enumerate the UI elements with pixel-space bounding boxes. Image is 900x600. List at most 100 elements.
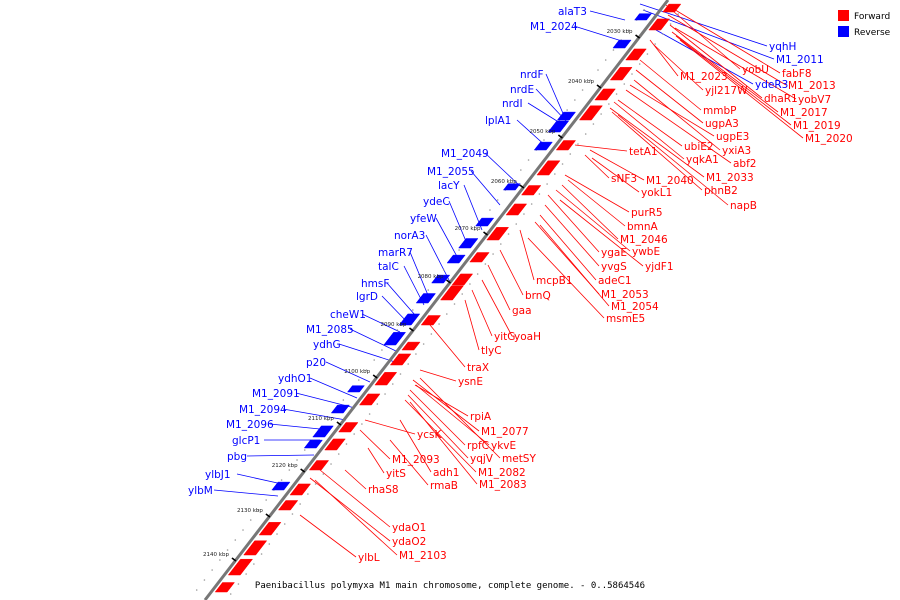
reverse-gene-feature[interactable] (446, 254, 466, 264)
forward-gene-feature[interactable] (227, 558, 254, 576)
reverse-gene-label[interactable]: M1_2049 (441, 148, 489, 160)
forward-gene-label[interactable]: napB (730, 200, 757, 212)
forward-gene-label[interactable]: yitS (386, 468, 406, 480)
reverse-gene-label[interactable]: marR7 (378, 247, 413, 259)
reverse-gene-label[interactable]: ylbJ1 (205, 469, 231, 481)
forward-gene-label[interactable]: yvgS (601, 261, 627, 273)
reverse-gene-label[interactable]: cheW1 (330, 309, 366, 321)
forward-gene-feature[interactable] (358, 393, 381, 406)
forward-gene-label[interactable]: yokL1 (641, 187, 672, 199)
forward-gene-feature[interactable] (505, 203, 528, 216)
forward-gene-feature[interactable] (521, 185, 542, 196)
forward-gene-feature[interactable] (451, 273, 474, 286)
reverse-gene-feature[interactable] (347, 385, 365, 393)
forward-gene-label[interactable]: yoaH (514, 331, 541, 343)
reverse-gene-feature[interactable] (431, 274, 451, 284)
forward-gene-label[interactable]: yjdF1 (645, 261, 674, 273)
forward-gene-label[interactable]: tlyC (481, 345, 502, 357)
forward-gene-label[interactable]: dhaR1 (764, 93, 798, 105)
forward-gene-feature[interactable] (401, 341, 421, 351)
reverse-gene-label[interactable]: M1_2091 (252, 388, 300, 400)
forward-gene-label[interactable]: yobU (742, 64, 769, 76)
forward-gene-feature[interactable] (214, 582, 236, 593)
forward-gene-label[interactable]: brnQ (525, 290, 551, 302)
forward-gene-label[interactable]: M1_2046 (620, 234, 668, 246)
forward-gene-feature[interactable] (578, 105, 603, 121)
forward-gene-feature[interactable] (625, 48, 647, 61)
forward-gene-label[interactable]: M1_2093 (392, 454, 440, 466)
reverse-gene-feature[interactable] (502, 183, 521, 191)
forward-gene-label[interactable]: ydaO2 (392, 536, 426, 548)
forward-gene-label[interactable]: ysnE (458, 376, 483, 388)
reverse-gene-feature[interactable] (271, 481, 291, 491)
forward-gene-label[interactable]: M1_2040 (646, 175, 694, 187)
forward-gene-feature[interactable] (338, 422, 359, 433)
forward-gene-label[interactable]: mmbP (703, 105, 736, 117)
reverse-gene-label[interactable]: M1_2085 (306, 324, 354, 336)
reverse-gene-label[interactable]: M1_2094 (239, 404, 287, 416)
forward-gene-label[interactable]: yxiA3 (722, 145, 751, 157)
forward-gene-label[interactable]: M1_2103 (399, 550, 447, 562)
forward-gene-label[interactable]: metSY (502, 453, 536, 465)
forward-gene-label[interactable]: M1_2033 (706, 172, 754, 184)
reverse-gene-label[interactable]: lgrD (356, 291, 378, 303)
reverse-gene-label[interactable]: ydeC (423, 196, 450, 208)
forward-gene-feature[interactable] (308, 460, 330, 471)
forward-gene-label[interactable]: M1_2013 (788, 80, 836, 92)
forward-gene-feature[interactable] (389, 353, 412, 366)
forward-gene-label[interactable]: ugpE3 (716, 131, 749, 143)
reverse-gene-feature[interactable] (398, 313, 421, 326)
reverse-gene-label[interactable]: ydhO1 (278, 373, 312, 385)
forward-gene-label[interactable]: yjl217W (705, 85, 748, 97)
forward-gene-feature[interactable] (536, 160, 561, 176)
reverse-gene-label[interactable]: glcP1 (232, 435, 260, 447)
forward-gene-label[interactable]: phnB2 (704, 185, 738, 197)
reverse-gene-label[interactable]: M1_2011 (776, 54, 824, 66)
forward-gene-label[interactable]: rpfC (467, 440, 489, 452)
forward-gene-label[interactable]: ylbL (358, 552, 380, 564)
forward-gene-label[interactable]: M1_2019 (793, 120, 841, 132)
reverse-gene-label[interactable]: M1_2055 (427, 166, 475, 178)
forward-gene-feature[interactable] (662, 3, 682, 13)
forward-gene-feature[interactable] (289, 483, 312, 496)
forward-gene-label[interactable]: rmaB (430, 480, 458, 492)
reverse-gene-feature[interactable] (547, 120, 570, 133)
reverse-gene-label[interactable]: yqhH (769, 41, 796, 53)
forward-gene-label[interactable]: ywbE (632, 246, 660, 258)
forward-gene-feature[interactable] (277, 500, 299, 511)
reverse-gene-label[interactable]: talC (378, 261, 399, 273)
reverse-gene-label[interactable]: ylbM (188, 485, 213, 497)
reverse-gene-label[interactable]: ydhG (313, 339, 341, 351)
forward-gene-feature[interactable] (555, 140, 577, 151)
forward-gene-label[interactable]: mcpB1 (536, 275, 573, 287)
reverse-gene-feature[interactable] (303, 439, 323, 449)
reverse-gene-feature[interactable] (612, 39, 632, 49)
reverse-gene-label[interactable]: nrdI (502, 98, 523, 110)
reverse-gene-label[interactable]: lacY (438, 180, 460, 192)
reverse-gene-label[interactable]: nrdE (510, 84, 534, 96)
forward-gene-label[interactable]: gaa (512, 305, 532, 317)
forward-gene-label[interactable]: rpiA (470, 411, 492, 423)
reverse-gene-label[interactable]: p20 (306, 357, 326, 369)
forward-gene-feature[interactable] (486, 227, 510, 241)
forward-gene-label[interactable]: adh1 (433, 467, 459, 479)
reverse-gene-feature[interactable] (556, 111, 577, 121)
forward-gene-label[interactable]: purR5 (631, 207, 663, 219)
forward-gene-label[interactable]: ugpA3 (705, 118, 739, 130)
forward-gene-label[interactable]: rhaS8 (368, 484, 399, 496)
forward-gene-label[interactable]: ubiE2 (684, 141, 714, 153)
reverse-gene-feature[interactable] (475, 217, 495, 227)
reverse-gene-label[interactable]: hmsF (361, 278, 389, 290)
forward-gene-label[interactable]: M1_2053 (601, 289, 649, 301)
forward-gene-label[interactable]: fabF8 (782, 68, 812, 80)
reverse-gene-label[interactable]: M1_2096 (226, 419, 274, 431)
reverse-gene-label[interactable]: pbg (227, 451, 247, 463)
forward-gene-label[interactable]: adeC1 (598, 275, 632, 287)
reverse-gene-feature[interactable] (383, 332, 407, 346)
reverse-gene-label[interactable]: yfeW (410, 213, 437, 225)
reverse-gene-label[interactable]: nrdF (520, 69, 544, 81)
forward-gene-feature[interactable] (469, 252, 490, 263)
forward-gene-label[interactable]: bmnA (627, 221, 659, 233)
reverse-gene-feature[interactable] (634, 13, 652, 21)
forward-gene-label[interactable]: yobV7 (798, 94, 831, 106)
